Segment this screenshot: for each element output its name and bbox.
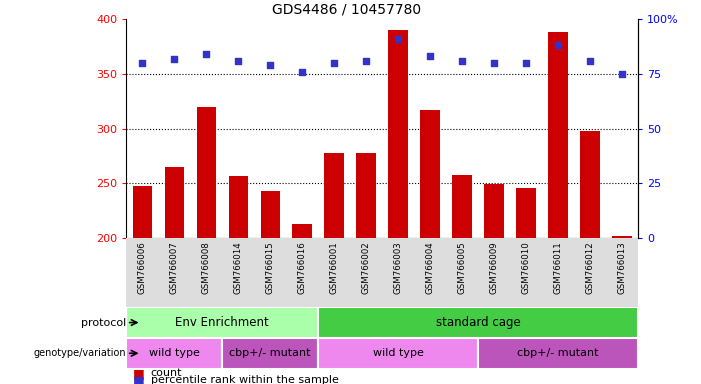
Text: cbp+/- mutant: cbp+/- mutant — [517, 348, 599, 358]
Text: standard cage: standard cage — [435, 316, 520, 329]
Point — [393, 36, 404, 42]
Point — [233, 58, 244, 64]
Bar — [261, 191, 280, 238]
Text: GSM766012: GSM766012 — [585, 242, 594, 294]
Bar — [356, 153, 376, 238]
Point — [200, 51, 212, 57]
Point — [585, 58, 596, 64]
Point — [520, 60, 531, 66]
Text: Env Enrichment: Env Enrichment — [175, 316, 269, 329]
Text: GSM766002: GSM766002 — [362, 242, 371, 294]
Text: GSM766013: GSM766013 — [618, 242, 627, 294]
Text: percentile rank within the sample: percentile rank within the sample — [151, 375, 339, 384]
Point — [456, 58, 468, 64]
Point — [264, 62, 275, 68]
Text: GSM766003: GSM766003 — [393, 242, 402, 294]
Text: GSM766005: GSM766005 — [458, 242, 466, 294]
Title: GDS4486 / 10457780: GDS4486 / 10457780 — [272, 3, 421, 17]
Point — [329, 60, 340, 66]
Text: protocol: protocol — [81, 318, 126, 328]
Text: ■: ■ — [133, 367, 145, 380]
Text: GSM766006: GSM766006 — [137, 242, 147, 294]
Text: genotype/variation: genotype/variation — [34, 348, 126, 358]
Bar — [548, 32, 568, 238]
Bar — [292, 224, 312, 238]
Bar — [165, 167, 184, 238]
Bar — [126, 307, 318, 338]
Bar — [517, 188, 536, 238]
Bar — [318, 307, 638, 338]
Text: wild type: wild type — [373, 348, 423, 358]
Point — [489, 60, 500, 66]
Text: GSM766007: GSM766007 — [170, 242, 179, 294]
Text: GSM766009: GSM766009 — [489, 242, 498, 294]
Bar — [452, 175, 472, 238]
Point — [297, 69, 308, 75]
Text: GSM766015: GSM766015 — [266, 242, 275, 294]
Bar — [613, 236, 632, 238]
Bar — [325, 153, 343, 238]
Text: GSM766004: GSM766004 — [426, 242, 435, 294]
Text: GSM766011: GSM766011 — [554, 242, 562, 294]
Bar — [222, 338, 318, 369]
Point — [168, 56, 179, 62]
Text: cbp+/- mutant: cbp+/- mutant — [229, 348, 311, 358]
Text: GSM766001: GSM766001 — [329, 242, 339, 294]
Text: wild type: wild type — [149, 348, 200, 358]
Point — [616, 71, 627, 77]
Bar — [126, 338, 222, 369]
Point — [424, 53, 435, 60]
Bar — [478, 338, 638, 369]
Point — [552, 42, 564, 48]
Bar — [318, 338, 478, 369]
Text: GSM766016: GSM766016 — [298, 242, 306, 294]
Bar — [132, 185, 152, 238]
Bar — [229, 176, 247, 238]
Bar — [421, 110, 440, 238]
Bar — [484, 184, 503, 238]
Text: GSM766010: GSM766010 — [522, 242, 531, 294]
Point — [360, 58, 372, 64]
Text: GSM766008: GSM766008 — [202, 242, 210, 294]
Bar — [580, 131, 599, 238]
Text: GSM766014: GSM766014 — [233, 242, 243, 294]
Bar — [196, 107, 216, 238]
Bar — [388, 30, 408, 238]
Text: ■: ■ — [133, 374, 145, 384]
Text: count: count — [151, 368, 182, 378]
Point — [137, 60, 148, 66]
